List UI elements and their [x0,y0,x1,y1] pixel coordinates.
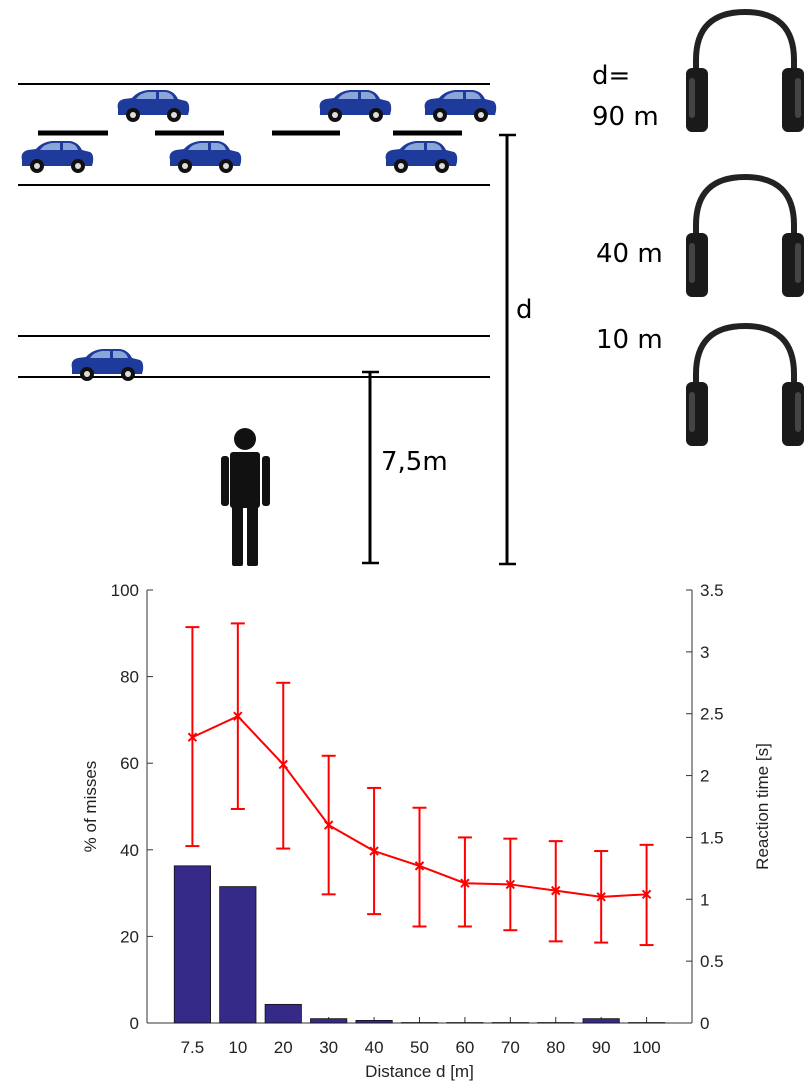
car-icon [169,141,242,173]
x-tick-label: 30 [319,1038,338,1057]
car-icon [424,90,497,122]
bar [173,865,211,1024]
x-tick-label: 50 [410,1038,429,1057]
data-point-marker [323,820,334,830]
bar [355,1020,393,1024]
y-tick-label: 0 [130,1014,139,1033]
bar [491,1022,529,1024]
y-tick-label: 80 [120,668,139,687]
data-point-marker [505,879,516,890]
data-point-marker [551,885,561,896]
near-lane-bracket [362,370,379,565]
data-point-marker [278,759,288,770]
bar [400,1022,439,1024]
x-tick-label: 90 [592,1038,611,1057]
data-point-marker [369,846,379,856]
y-right-tick-label: 3 [700,643,709,662]
y-tick-label: 100 [111,581,139,600]
data-point-marker [233,711,243,721]
data-point-marker [460,878,470,888]
bar [537,1022,575,1024]
x-tick-label: 70 [501,1038,520,1057]
x-tick-label: 40 [365,1038,384,1057]
x-tick-label: 80 [546,1038,565,1057]
x-axis-label: Distance d [m] [365,1062,474,1081]
bar [219,886,257,1024]
headphone-icon [686,326,804,446]
headphone-icon [686,177,804,297]
headphone-label: 40 m [596,239,663,269]
x-tick-label: 10 [228,1038,247,1057]
data-point-marker [596,892,606,902]
x-tick-label: 20 [274,1038,293,1057]
y-right-tick-label: 0.5 [700,952,724,971]
near-road [18,335,490,378]
y-right-tick-label: 1.5 [700,828,724,847]
data-point-marker [414,861,425,871]
x-tick-label: 7.5 [181,1038,205,1057]
bar [446,1022,484,1024]
bar [582,1018,620,1024]
y-tick-label: 60 [120,754,139,773]
distance-d-label: d [516,295,533,325]
headphone-label: d= [592,61,630,91]
bar [310,1018,348,1024]
traffic-scene: d 7,5m d= 90 m 40 m 10 m [18,0,811,566]
y-tick-label: 20 [120,927,139,946]
y-right-tick-label: 3.5 [700,581,724,600]
y-right-axis-label: Reaction time [s] [753,743,772,870]
car-icon [385,141,458,173]
bar [264,1003,302,1024]
data-point-marker [187,732,198,742]
misses-reaction-chart: 0 20 40 60 80 100 0 0.5 1 1.5 2 2.5 3 3.5 7.5 10 20 30 40 5… [81,581,772,1081]
car-icon [117,90,190,122]
data-point-marker [641,889,652,900]
headphone-label: 90 m [592,102,659,132]
y-axis-label: % of misses [81,761,100,853]
headphone-label: 10 m [596,325,663,355]
car-icon [21,141,94,173]
near-lane-distance-label: 7,5m [381,447,448,477]
y-right-tick-label: 2 [700,767,709,786]
x-tick-label: 100 [632,1038,660,1057]
y-right-tick-label: 0 [700,1014,709,1033]
y-right-tick-label: 2.5 [700,705,724,724]
car-icon [319,90,392,122]
distance-d-bracket [499,133,516,566]
y-right-tick-label: 1 [700,890,709,909]
headphone-icon [686,12,804,132]
pedestrian-icon [221,428,270,566]
bar [628,1022,666,1024]
x-tick-label: 60 [455,1038,474,1057]
y-tick-label: 40 [120,841,139,860]
far-road [18,83,490,186]
